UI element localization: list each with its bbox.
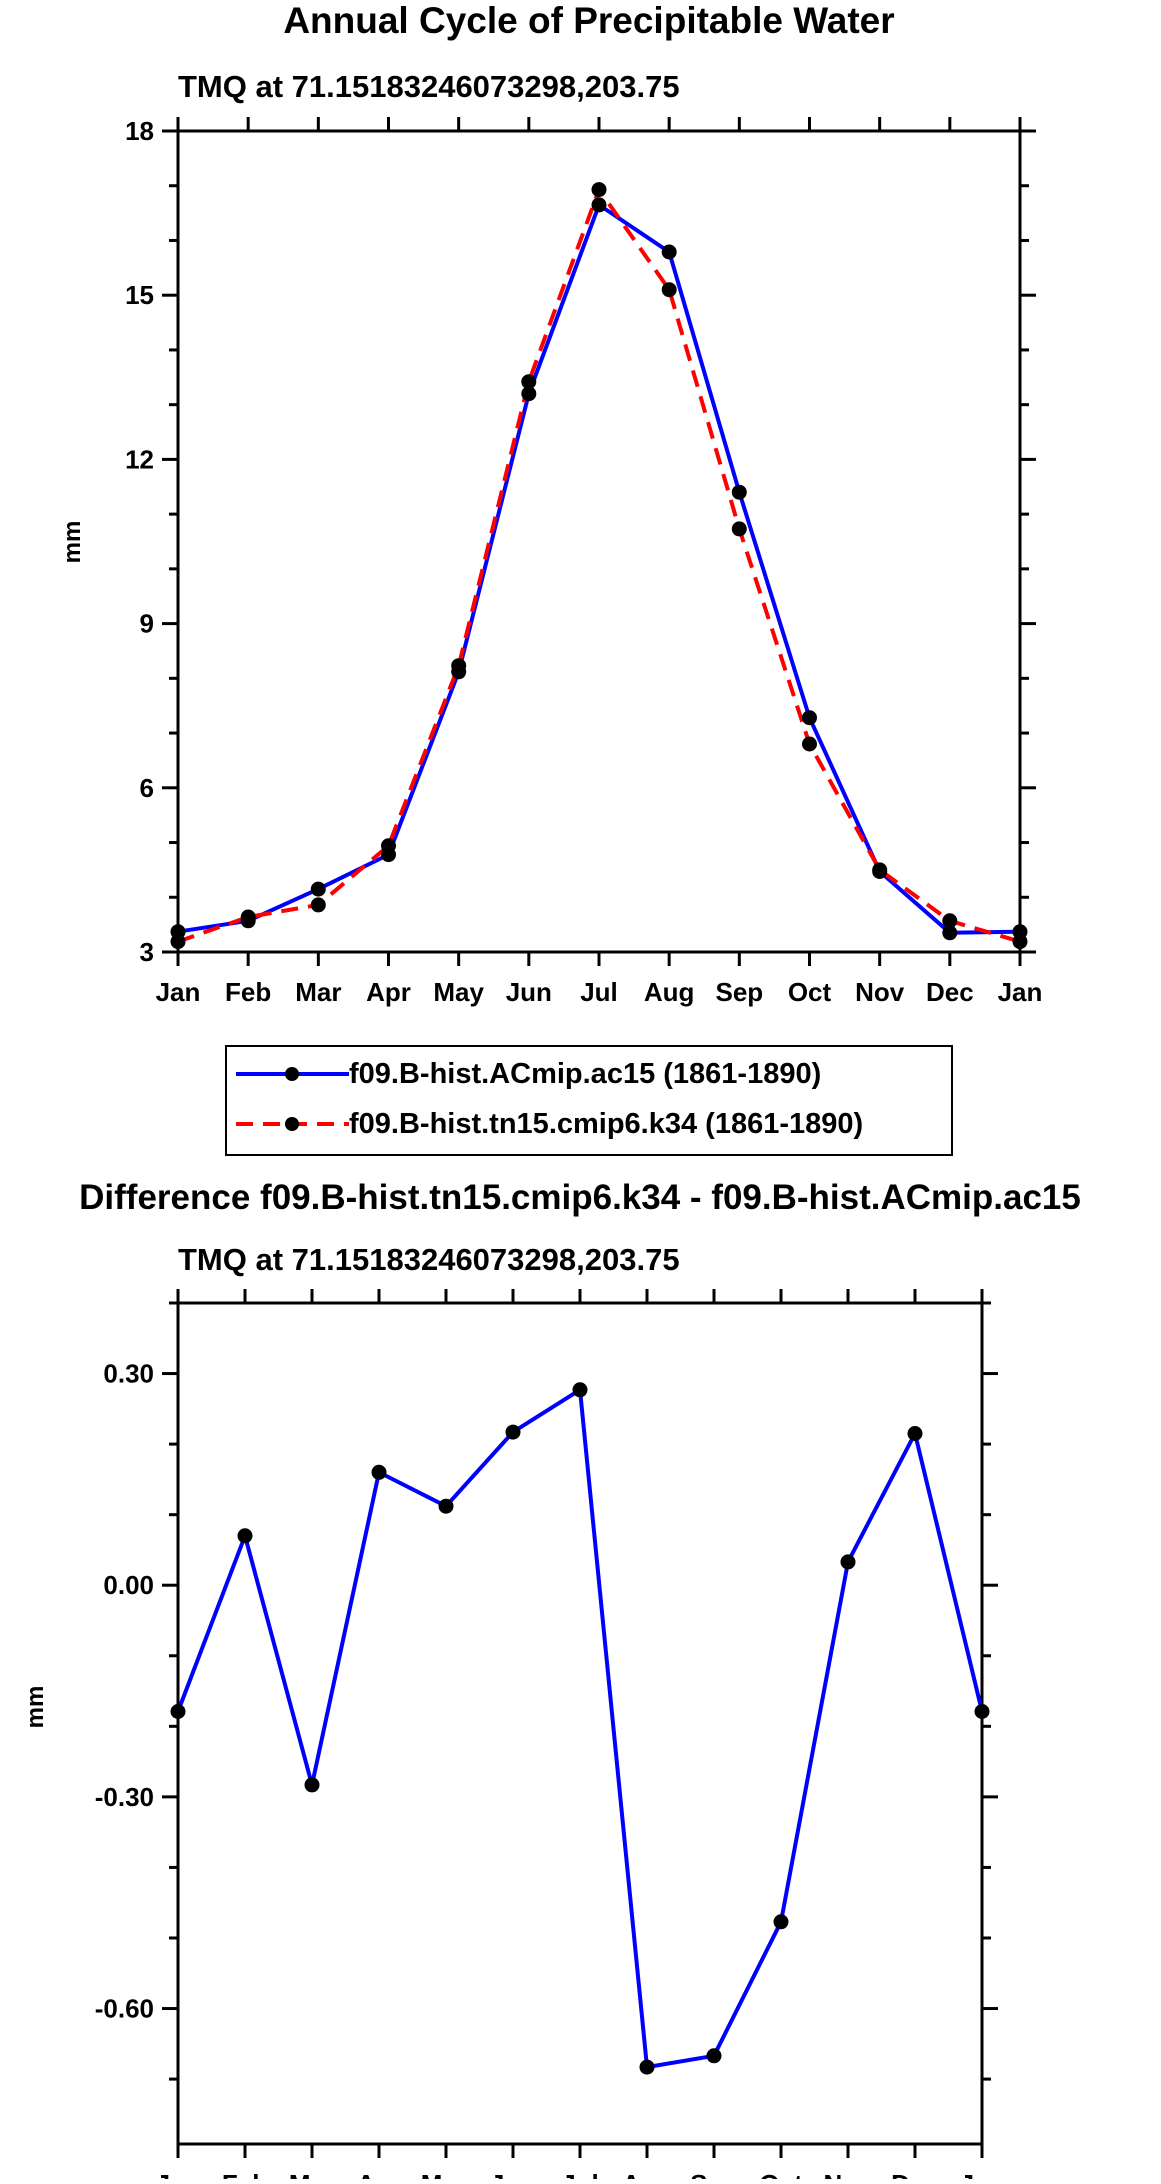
chart1-xtick-label: Aug [644,977,695,1007]
chart2-data-point [304,1777,320,1793]
chart1-xtick-label: Jan [998,977,1043,1007]
chart2-xtick-label: Nov [823,2169,873,2179]
chart2-data-point [438,1498,454,1514]
chart2-data-point [639,2059,655,2075]
legend-label-ac15: f09.B-hist.ACmip.ac15 (1861-1890) [349,1058,821,1090]
chart2-xtick-label: Sep [690,2169,738,2179]
chart1-data-point [451,658,467,674]
chart2-xtick-label: Jul [561,2169,599,2179]
chart2-data-point [237,1528,253,1544]
chart2-ticks [162,1289,998,2158]
chart1-data-point [731,521,747,537]
chart2-xtick-label: Aug [622,2169,673,2179]
chart2-data-point [572,1382,588,1398]
chart1-ytick-label: 12 [125,444,154,474]
chart1-xtick-label: Nov [855,977,905,1007]
chart2-data-point [170,1704,186,1719]
chart1-x-tick-labels: Jan Feb Mar Apr May Jun Jul Aug Sep Oct … [156,977,1043,1007]
chart1-title: Annual Cycle of Precipitable Water [283,0,894,41]
chart2-ytick-label: 0.00 [103,1570,154,1600]
legend-label-k34: f09.B-hist.tn15.cmip6.k34 (1861-1890) [349,1108,863,1140]
chart1-ytick-label: 18 [125,116,154,146]
chart2-data-point [706,2048,722,2064]
chart1-series-layer [170,182,1028,950]
chart2-data-point [505,1424,521,1440]
chart1-xtick-label: May [433,977,484,1007]
chart1-xtick-label: Apr [366,977,411,1007]
chart1-ytick-label: 15 [125,280,154,310]
chart1-data-point [802,736,817,752]
chart1-ytick-label: 9 [140,609,154,639]
chart1-data-point [942,925,958,941]
chart1-data-point [591,197,607,213]
chart1-xtick-label: Jun [506,977,552,1007]
chart1-legend: f09.B-hist.ACmip.ac15 (1861-1890) f09.B-… [225,1045,953,1156]
chart1-data-point [240,909,256,925]
chart1-xtick-label: Oct [788,977,832,1007]
chart2-xtick-label: Jun [490,2169,536,2179]
chart1-xtick-label: Feb [225,977,271,1007]
chart2-x-tick-labels: Jan Feb Mar Apr May Jun Jul Aug Sep Oct … [156,2169,1005,2184]
chart2-ytick-label: -0.60 [95,1994,154,2024]
chart1-series-line-0 [177,202,1021,935]
chart2-ylabel: mm [22,1686,49,1729]
chart2-xtick-label: Feb [222,2169,268,2179]
chart2-xtick-label: Oct [759,2169,803,2179]
chart1-ytick-label: 6 [140,773,154,803]
chart1-data-point [521,374,537,390]
chart2-ytick-label: 0.30 [103,1359,154,1389]
chart1-xtick-label: Jul [580,977,618,1007]
chart2-data-point [840,1554,856,1570]
chart2-xtick-label: Jan [156,2169,201,2179]
chart1-data-point [591,182,607,198]
chart1-data-point [872,862,888,878]
chart1-xtick-label: Jan [156,977,201,1007]
chart1-data-point [731,484,747,500]
chart1-data-point [802,710,817,726]
chart1-xtick-label: Sep [715,977,763,1007]
chart2-series-line-0 [176,1387,984,2070]
chart1-data-point [1012,934,1028,950]
legend-marker-k34 [285,1117,299,1131]
chart1-plot-frame [176,129,1022,954]
chart2-series-layer [170,1382,990,2075]
chart2-plot-frame [176,1301,984,2146]
chart1-xtick-label: Dec [926,977,974,1007]
chart1-data-point [170,934,186,950]
chart2-xtick-label: Dec [891,2169,939,2179]
chart2-data-point [974,1704,990,1719]
chart1-data-point [942,913,958,929]
chart2-y-tick-labels: 0.30 0.00 -0.30 -0.60 [95,1359,154,2024]
chart1-data-point [310,881,326,897]
chart1-ticks [162,117,1036,966]
chart2-subtitle: TMQ at 71.15183246073298,203.75 [178,1242,680,1277]
chart1-data-point [310,897,326,913]
chart2-xtick-label: Mar [289,2169,335,2179]
chart1-subtitle: TMQ at 71.15183246073298,203.75 [178,69,680,104]
legend-box [225,1045,953,1156]
chart2-ytick-label: -0.30 [95,1782,154,1812]
chart2-data-point [371,1464,387,1480]
chart1-ytick-label: 3 [140,937,154,967]
chart2-title: Difference f09.B-hist.tn15.cmip6.k34 - f… [79,1178,1081,1217]
chart1-data-point [521,386,537,402]
chart1-y-tick-labels: 3 6 9 12 15 18 [125,116,154,967]
chart2-xtick-label: May [421,2169,472,2179]
chart2-xtick-label: Apr [357,2169,402,2179]
chart2-data-point [773,1914,789,1930]
legend-marker-ac15 [285,1067,299,1081]
chart2-data-point [907,1426,923,1441]
chart1-xtick-label: Mar [295,977,341,1007]
chart1-series-line-1 [177,187,1021,944]
chart2-xtick-label: Jan [960,2169,1005,2179]
chart1-ylabel: mm [59,521,86,564]
chart1-data-point [661,282,677,298]
chart1-data-point [661,244,677,260]
chart1-data-point [381,838,396,854]
